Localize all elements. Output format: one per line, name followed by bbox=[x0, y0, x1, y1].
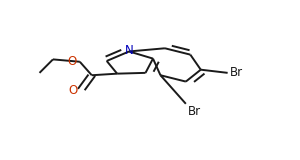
Text: N: N bbox=[125, 44, 134, 57]
Text: Br: Br bbox=[188, 105, 201, 118]
Text: O: O bbox=[67, 55, 76, 68]
Text: O: O bbox=[69, 84, 78, 97]
Text: Br: Br bbox=[230, 66, 243, 79]
